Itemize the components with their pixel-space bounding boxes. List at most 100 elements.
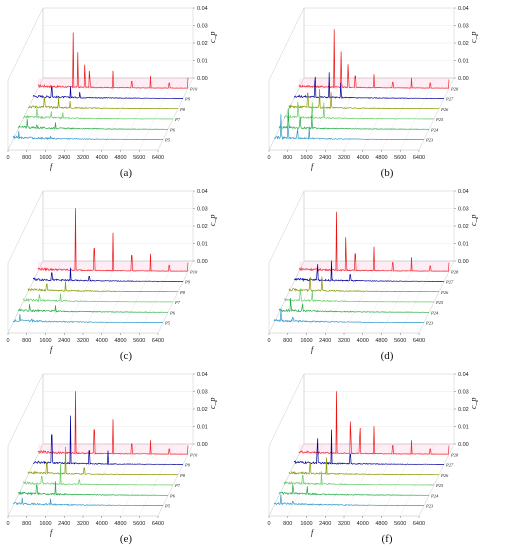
series-line-p9: [32, 415, 183, 465]
x-gridline: [64, 443, 100, 517]
panel-caption: (a): [120, 167, 133, 179]
chart-svg: P28 P27 P26 P25 P24 P23 0.04 0.03 0.02 0.01 0.00 c_…: [267, 6, 478, 179]
series-line-p5: [12, 130, 164, 141]
series-label-p27: P27: [445, 463, 454, 468]
x-tick-label: 1600: [300, 338, 312, 344]
x-gridline: [287, 443, 323, 517]
x-gridline: [7, 77, 44, 151]
series-label-p7: P7: [174, 483, 181, 488]
z-tick-label: 0.04: [197, 189, 208, 195]
x-tick-label: 800: [22, 338, 31, 344]
x-tick-label: 800: [283, 338, 292, 344]
series-label-p27: P27: [445, 97, 454, 102]
series-line-p8: [27, 96, 179, 110]
series-label-p8: P8: [179, 107, 186, 112]
x-gridline: [101, 443, 137, 517]
series-line-p26: [288, 88, 440, 110]
series-line-p27: [293, 260, 445, 282]
z-tick-label: 0.03: [197, 207, 208, 213]
series-label-p26: P26: [440, 107, 449, 112]
x-tick-label: 4000: [96, 338, 108, 344]
x-gridline: [343, 443, 380, 517]
series-line-p26: [288, 457, 440, 476]
x-gridline: [381, 77, 417, 151]
series-label-p9: P9: [184, 97, 191, 102]
series-label-p7: P7: [174, 117, 181, 122]
z-axis-label: c_p: [469, 214, 478, 226]
x-gridline: [268, 260, 305, 334]
x-gridline: [157, 260, 194, 334]
series-highlight: [38, 78, 188, 89]
series-label-p26: P26: [440, 473, 449, 478]
x-tick-label: 6400: [152, 521, 164, 527]
x-gridline: [418, 260, 455, 334]
x-gridline: [362, 260, 398, 334]
series-line-p9: [32, 267, 184, 282]
panel-caption: (b): [381, 167, 394, 179]
z-tick-label: 0.01: [197, 59, 208, 65]
series-label-p10: P10: [189, 269, 198, 274]
x-tick-label: 6400: [152, 338, 164, 344]
z-tick-label: 0.01: [458, 425, 469, 431]
x-tick-label: 4000: [357, 338, 369, 344]
x-gridline: [400, 260, 436, 334]
z-tick-label: 0.03: [458, 207, 469, 213]
z-tick-label: 0.04: [458, 189, 469, 195]
series-label-p5: P5: [164, 321, 171, 326]
side-wall: [7, 373, 44, 517]
x-tick-label: 800: [283, 521, 292, 527]
x-tick-label: 4000: [357, 521, 369, 527]
z-axis-label: c_p: [208, 31, 217, 43]
x-gridline: [362, 443, 398, 517]
series-line-p24: [278, 297, 429, 313]
series-highlight: [38, 261, 188, 272]
x-tick-label: 6400: [152, 155, 164, 161]
series-line-p8: [27, 281, 179, 293]
x-tick-label: 4800: [375, 155, 387, 161]
series-label-p26: P26: [440, 290, 449, 295]
series-line-p25: [283, 101, 434, 120]
z-tick-label: 0.00: [197, 442, 208, 448]
chart-panel-b: P28 P27 P26 P25 P24 P23 0.04 0.03 0.02 0.01 0.00 c_…: [261, 0, 521, 183]
x-gridline: [362, 77, 398, 151]
x-tick-label: 5600: [133, 521, 145, 527]
series-label-p28: P28: [450, 452, 459, 457]
x-tick-label: 4800: [114, 155, 126, 161]
x-tick-label: 3200: [338, 338, 350, 344]
z-tick-label: 0.02: [197, 407, 208, 413]
x-tick-label: 4800: [114, 521, 126, 527]
x-axis-label: f: [50, 345, 54, 354]
x-gridline: [101, 260, 137, 334]
series-line-p25: [283, 471, 434, 486]
x-tick-label: 3200: [77, 521, 89, 527]
x-gridline: [120, 260, 156, 334]
series-line-p28: [298, 391, 450, 455]
series-highlight: [299, 261, 449, 272]
series-line-p28: [298, 29, 450, 89]
series-line-p10: [38, 32, 189, 89]
x-gridline: [64, 77, 100, 151]
z-tick-label: 0.04: [458, 372, 469, 378]
z-tick-label: 0.04: [197, 6, 208, 12]
z-tick-label: 0.01: [197, 242, 208, 248]
series-highlight: [299, 78, 449, 89]
x-tick-label: 0: [6, 521, 9, 527]
z-tick-label: 0.00: [458, 442, 469, 448]
series-line-p7: [23, 464, 174, 486]
series-label-p6: P6: [169, 127, 176, 132]
x-tick-label: 0: [6, 338, 9, 344]
series-line-p28: [298, 211, 450, 272]
x-tick-label: 5600: [394, 155, 406, 161]
series-highlight: [299, 444, 449, 455]
z-tick-label: 0.03: [458, 390, 469, 396]
panel-caption: (c): [120, 350, 133, 362]
x-tick-label: 0: [267, 155, 270, 161]
series-line-p27: [293, 429, 445, 465]
series-line-p10: [37, 391, 189, 455]
z-axis-label: c_p: [208, 214, 217, 226]
x-tick-label: 800: [283, 155, 292, 161]
series-line-p23: [273, 308, 425, 323]
z-tick-label: 0.00: [197, 259, 208, 265]
series-line-p26: [288, 276, 439, 293]
x-axis-label: f: [50, 528, 54, 537]
